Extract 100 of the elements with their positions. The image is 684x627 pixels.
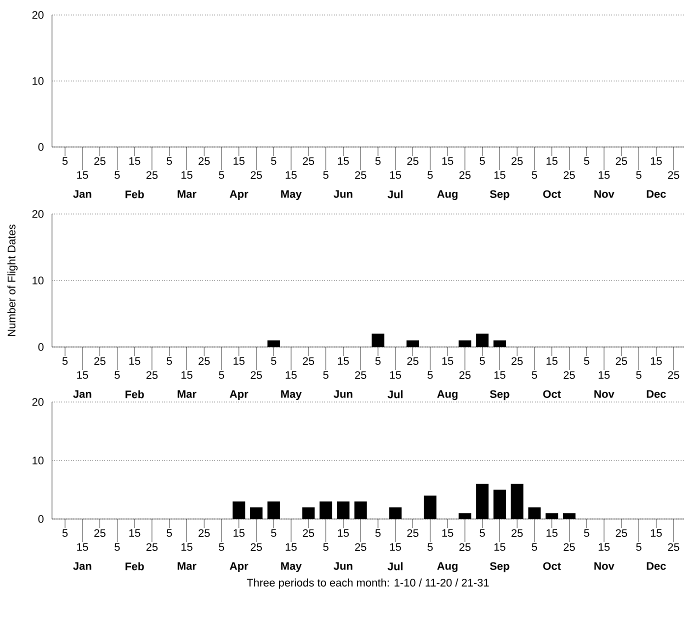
x-tick-label: 25 bbox=[146, 371, 158, 379]
x-tick-label: 5 bbox=[584, 357, 590, 365]
text: Aug bbox=[437, 190, 458, 200]
x-tick-label: 5 bbox=[636, 171, 642, 179]
text: Nov bbox=[594, 562, 614, 570]
x-tick-label: 5 bbox=[166, 529, 172, 537]
x-tick-label: 15 bbox=[129, 357, 140, 365]
x-tick-label: 25 bbox=[512, 529, 523, 537]
x-tick-label: 5 bbox=[480, 357, 485, 365]
x-tick-label: 5 bbox=[114, 543, 120, 551]
text: Aug bbox=[437, 390, 458, 400]
x-tick-label: 15 bbox=[390, 371, 402, 379]
x-tick-label: 15 bbox=[234, 529, 245, 537]
x-tick-label: 25 bbox=[355, 171, 366, 179]
x-tick-label: 25 bbox=[302, 529, 314, 537]
x-tick-label: 25 bbox=[198, 529, 210, 537]
x-tick-label: 25 bbox=[459, 543, 471, 551]
x-tick-label: 25 bbox=[407, 357, 418, 365]
x-tick-label: 15 bbox=[546, 529, 558, 537]
x-tick-label: 25 bbox=[668, 371, 680, 379]
text: Nov bbox=[594, 390, 614, 398]
x-tick-label: 15 bbox=[181, 543, 192, 551]
text: Sep bbox=[490, 562, 510, 572]
y-tick-label: 20 bbox=[32, 398, 44, 406]
y-tick-label: 0 bbox=[38, 343, 44, 351]
text: Apr bbox=[230, 562, 248, 572]
y-tick-label: 20 bbox=[32, 11, 44, 19]
text: Jan bbox=[73, 562, 92, 570]
x-tick-label: 25 bbox=[250, 171, 262, 179]
x-tick-label: 5 bbox=[62, 357, 68, 365]
text: Feb bbox=[126, 562, 144, 570]
x-tick-label: 5 bbox=[428, 171, 433, 179]
text: Mar bbox=[178, 390, 196, 398]
x-tick-label: 25 bbox=[564, 171, 575, 179]
x-tick-label: 15 bbox=[650, 529, 662, 537]
x-tick-label: 15 bbox=[129, 529, 140, 537]
x-tick-label: 15 bbox=[286, 543, 297, 551]
text: Jul bbox=[388, 562, 403, 570]
x-tick-label: 15 bbox=[442, 157, 454, 165]
text: Mar bbox=[178, 190, 196, 198]
text: Jan bbox=[73, 390, 92, 398]
x-tick-label: 15 bbox=[129, 157, 140, 165]
x-tick-label: 25 bbox=[407, 157, 418, 165]
x-tick-label: 5 bbox=[428, 371, 433, 379]
text: Sep bbox=[490, 390, 510, 400]
y-tick-label: 0 bbox=[38, 515, 44, 523]
text: Feb bbox=[126, 390, 144, 398]
x-tick-label: 25 bbox=[459, 371, 471, 379]
x-tick-label: 15 bbox=[234, 357, 245, 365]
x-tick-label: 5 bbox=[480, 529, 485, 537]
x-tick-label: 25 bbox=[250, 543, 262, 551]
x-tick-label: 25 bbox=[668, 171, 680, 179]
text: Sep bbox=[490, 190, 510, 200]
x-tick-label: 5 bbox=[323, 371, 328, 379]
text: Oct bbox=[543, 190, 561, 198]
text: Oct bbox=[543, 562, 561, 570]
x-tick-label: 5 bbox=[323, 543, 328, 551]
text: Dec bbox=[646, 390, 666, 398]
x-tick-label: 15 bbox=[338, 157, 349, 165]
x-tick-label: 5 bbox=[532, 371, 538, 379]
x-tick-label: 15 bbox=[390, 543, 402, 551]
x-tick-label: 25 bbox=[668, 543, 680, 551]
text: Jul bbox=[388, 190, 403, 198]
x-tick-label: 25 bbox=[302, 157, 314, 165]
text: Dec bbox=[646, 190, 666, 198]
text: Aug bbox=[437, 562, 458, 572]
x-tick-label: 15 bbox=[181, 371, 192, 379]
y-tick-label: 0 bbox=[38, 143, 44, 151]
x-tick-label: 15 bbox=[442, 529, 454, 537]
x-tick-label: 25 bbox=[146, 543, 158, 551]
x-tick-label: 5 bbox=[584, 529, 590, 537]
x-tick-label: 15 bbox=[650, 357, 662, 365]
x-tick-label: 5 bbox=[271, 157, 276, 165]
x-tick-label: 25 bbox=[198, 357, 210, 365]
x-tick-label: 25 bbox=[512, 357, 523, 365]
x-tick-label: 5 bbox=[532, 543, 538, 551]
text: Feb bbox=[126, 190, 144, 198]
x-tick-label: 5 bbox=[584, 157, 590, 165]
text: Jun bbox=[334, 390, 352, 398]
text: Oct bbox=[543, 390, 561, 398]
x-tick-label: 25 bbox=[616, 157, 628, 165]
x-tick-label: 15 bbox=[77, 171, 88, 179]
x-tick-label: 15 bbox=[546, 157, 558, 165]
text: Apr bbox=[230, 390, 248, 400]
x-tick-label: 15 bbox=[77, 543, 88, 551]
x-tick-label: 5 bbox=[218, 371, 224, 379]
x-tick-label: 25 bbox=[459, 171, 471, 179]
text: Dec bbox=[646, 562, 666, 570]
x-tick-label: 25 bbox=[616, 529, 628, 537]
x-tick-label: 15 bbox=[598, 171, 610, 179]
text: Jul bbox=[388, 390, 403, 398]
y-tick-label: 10 bbox=[32, 77, 44, 85]
x-tick-label: 15 bbox=[598, 371, 610, 379]
x-tick-label: 25 bbox=[94, 157, 106, 165]
x-tick-label: 25 bbox=[94, 529, 106, 537]
x-tick-label: 25 bbox=[616, 357, 628, 365]
x-tick-label: 25 bbox=[564, 371, 575, 379]
x-tick-label: 15 bbox=[286, 371, 297, 379]
x-tick-label: 25 bbox=[355, 371, 366, 379]
x-tick-label: 5 bbox=[166, 357, 172, 365]
